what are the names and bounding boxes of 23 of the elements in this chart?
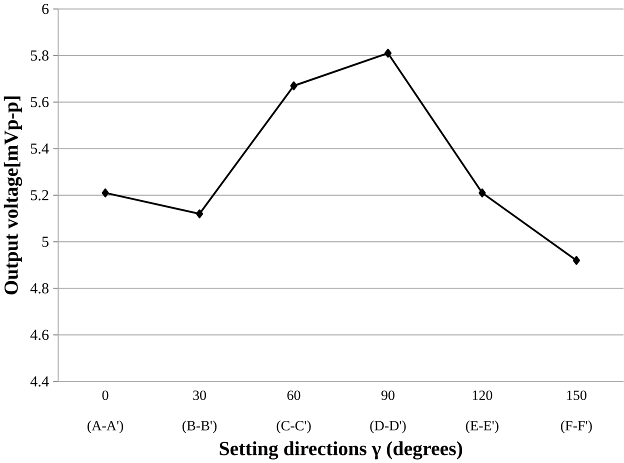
y-axis-title: Output voltage[mVp-p] [4,96,22,294]
category-label: 90 (D-D') [370,390,406,434]
y-tick-label: 5.8 [30,50,49,61]
y-tick-label: 5.4 [30,143,49,154]
y-tick-label: 5 [42,236,48,247]
category-label: 150 (F-F') [560,390,592,434]
y-tick-label: 4.6 [30,330,49,340]
category-label: 60 (C-C') [276,390,311,434]
y-tick-label: 4.4 [30,376,49,386]
point [572,256,580,265]
category-label: 30 (B-B') [182,390,217,434]
point [102,188,109,198]
point [196,209,204,218]
category-label: 0 (A-A') [88,390,124,434]
y-tick-label: 4.8 [30,283,49,294]
y-tick-label: 5.6 [30,96,49,108]
y-tick-label: 5.2 [30,190,48,200]
y-tick-label: 6 [42,4,49,14]
x-axis-title: Setting directions γ (degrees) [220,441,462,460]
point [478,188,486,198]
point [290,81,298,90]
category-label: 120 (E-E') [466,390,498,434]
point [384,48,392,58]
